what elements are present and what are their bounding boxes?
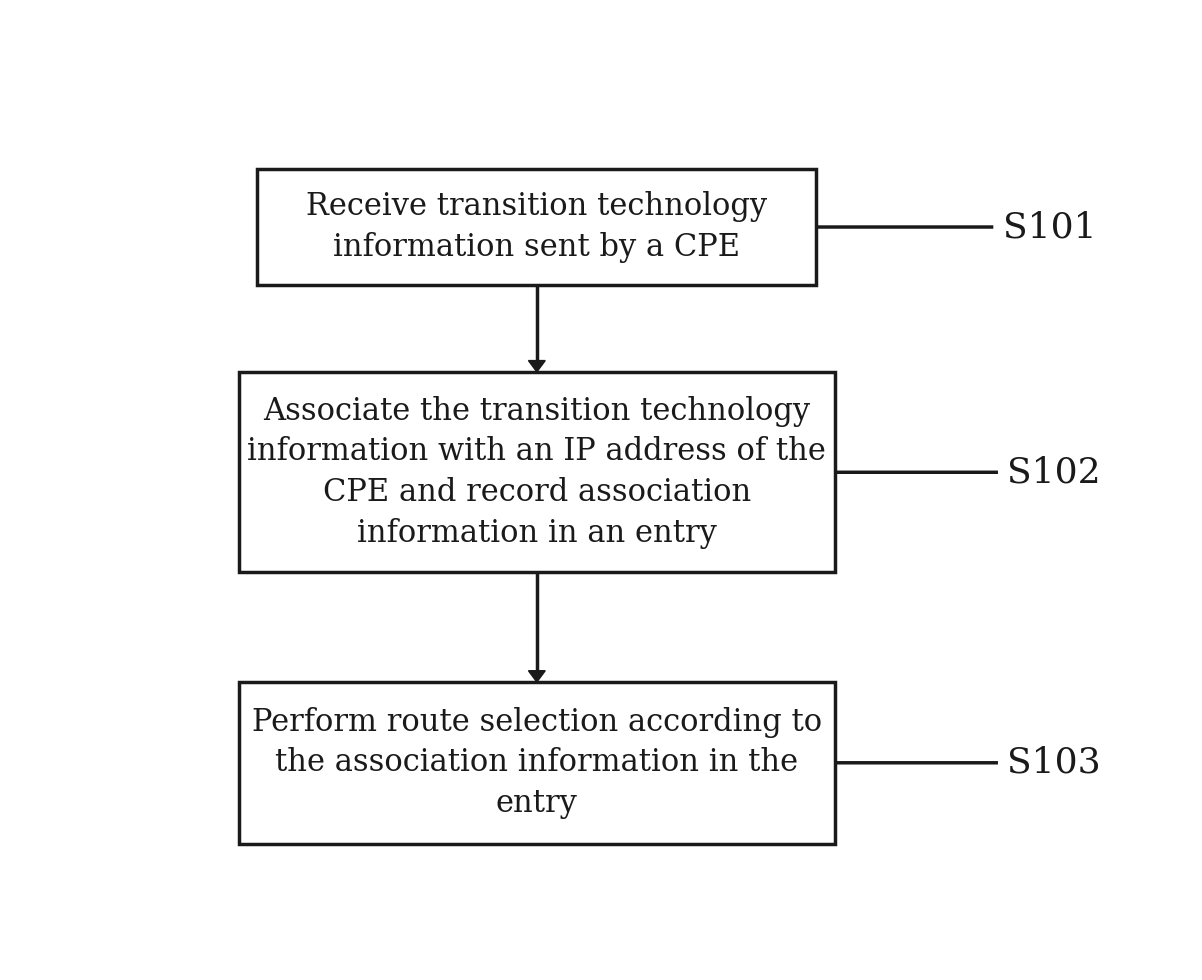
Text: Receive transition technology
information sent by a CPE: Receive transition technology informatio…	[307, 191, 767, 263]
Text: S101: S101	[1002, 210, 1096, 244]
Polygon shape	[529, 361, 546, 371]
Text: S103: S103	[1007, 746, 1101, 780]
FancyBboxPatch shape	[239, 372, 835, 572]
FancyBboxPatch shape	[239, 682, 835, 844]
FancyBboxPatch shape	[257, 169, 816, 285]
Text: S102: S102	[1007, 456, 1101, 489]
Polygon shape	[529, 670, 546, 682]
Text: Perform route selection according to
the association information in the
entry: Perform route selection according to the…	[251, 707, 822, 819]
Text: Associate the transition technology
information with an IP address of the
CPE an: Associate the transition technology info…	[248, 396, 826, 549]
